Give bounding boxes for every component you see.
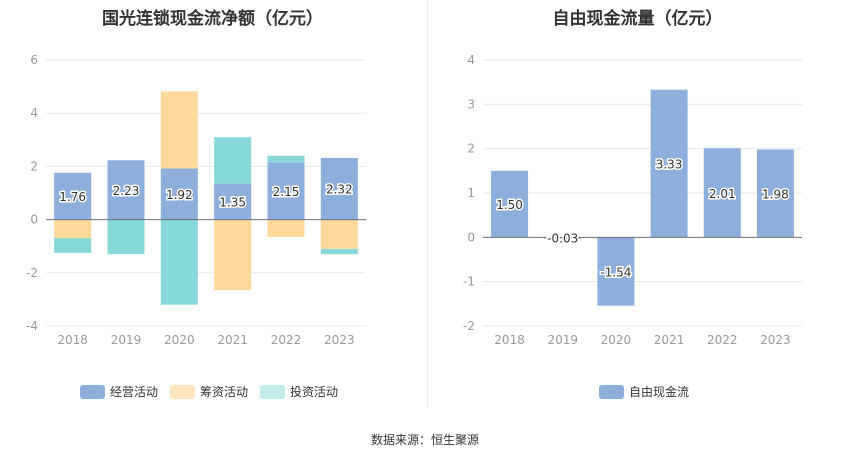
left-bar-0 xyxy=(214,183,252,220)
right-x-tick-label: 2018 xyxy=(494,333,525,347)
left-bar-0 xyxy=(267,162,305,220)
panel-divider xyxy=(427,0,428,408)
left-bar-0 xyxy=(320,157,358,220)
left-x-tick-label: 2023 xyxy=(324,333,355,347)
left-data-label: 2.15 xyxy=(273,185,300,199)
left-bar-2 xyxy=(160,219,198,305)
left-chart-legend: 经营活动 筹资活动 投资活动 xyxy=(80,383,350,400)
legend-item-free-cash-flow[interactable]: 自由现金流 xyxy=(599,383,689,400)
left-bar-1 xyxy=(267,219,305,237)
right-x-tick-label: 2022 xyxy=(707,333,738,347)
right-data-label: -1.54 xyxy=(600,265,631,279)
legend-label-operating: 经营活动 xyxy=(110,385,159,399)
legend-swatch-operating xyxy=(80,384,105,399)
right-y-tick-label: 3 xyxy=(467,97,475,111)
legend-item-investing[interactable]: 投资活动 xyxy=(260,383,338,400)
right-bar-0 xyxy=(756,149,794,238)
left-x-tick-label: 2019 xyxy=(111,333,142,347)
left-y-tick-label: 2 xyxy=(30,159,38,173)
left-y-tick-label: 4 xyxy=(30,106,38,120)
right-x-tick-label: 2023 xyxy=(760,333,791,347)
left-data-label: 1.35 xyxy=(219,196,246,210)
legend-label-investing: 投资活动 xyxy=(290,385,339,399)
left-bar-1 xyxy=(320,219,358,249)
legend-swatch-free-cash-flow xyxy=(599,384,624,399)
legend-label-free-cash-flow: 自由现金流 xyxy=(629,385,690,399)
left-bar-2 xyxy=(107,219,145,255)
right-x-tick-label: 2021 xyxy=(654,333,685,347)
left-x-tick-label: 2022 xyxy=(271,333,302,347)
left-x-tick-label: 2021 xyxy=(217,333,248,347)
left-bar-1 xyxy=(54,219,92,239)
right-data-label: 3.33 xyxy=(656,158,683,172)
right-bar-0 xyxy=(544,237,582,239)
right-y-tick-label: -2 xyxy=(463,319,475,333)
left-data-label: 2.32 xyxy=(326,183,353,197)
right-data-label: 2.01 xyxy=(709,187,736,201)
right-y-tick-label: -1 xyxy=(463,275,475,289)
right-x-tick-label: 2020 xyxy=(601,333,632,347)
legend-item-operating[interactable]: 经营活动 xyxy=(80,383,158,400)
left-bar-0 xyxy=(160,168,198,220)
left-y-tick-label: 6 xyxy=(30,53,38,67)
right-bar-0 xyxy=(650,89,688,238)
right-data-label: 1.98 xyxy=(762,187,789,201)
left-chart-title: 国光连锁现金流净额（亿元） xyxy=(102,9,323,29)
legend-item-financing[interactable]: 筹资活动 xyxy=(170,383,248,400)
data-source-note: 数据来源：恒生聚源 xyxy=(370,433,479,447)
right-bar-0 xyxy=(491,170,529,238)
right-y-tick-label: 0 xyxy=(467,230,475,244)
left-data-label: 1.76 xyxy=(59,190,86,204)
left-data-label: 1.92 xyxy=(166,188,193,202)
left-bar-0 xyxy=(107,160,145,220)
left-y-tick-label: -2 xyxy=(26,266,38,280)
left-y-tick-label: 0 xyxy=(30,213,38,227)
legend-swatch-financing xyxy=(170,384,196,399)
left-y-tick-label: -4 xyxy=(26,319,38,333)
left-bar-2 xyxy=(267,155,305,163)
legend-label-financing: 筹资活动 xyxy=(200,385,249,399)
right-chart-legend: 自由现金流 xyxy=(599,383,701,400)
right-data-label: 1.50 xyxy=(496,198,523,212)
left-x-tick-label: 2018 xyxy=(57,333,88,347)
left-bar-2 xyxy=(214,137,252,184)
right-x-tick-label: 2019 xyxy=(547,333,578,347)
right-y-tick-label: 4 xyxy=(467,53,475,67)
right-bar-0 xyxy=(703,148,741,238)
left-data-label: 2.23 xyxy=(113,184,140,198)
left-bar-2 xyxy=(320,248,358,255)
right-bar-0 xyxy=(597,237,635,306)
legend-swatch-investing xyxy=(260,384,286,399)
left-x-tick-label: 2020 xyxy=(164,333,195,347)
left-bar-0 xyxy=(54,172,92,220)
right-data-label: -0.03 xyxy=(547,231,578,245)
left-bar-2 xyxy=(54,238,92,253)
right-y-tick-label: 2 xyxy=(467,142,475,156)
right-chart-title: 自由现金流量（亿元） xyxy=(552,9,723,29)
left-bar-1 xyxy=(214,219,252,291)
right-y-tick-label: 1 xyxy=(467,186,475,200)
left-bar-1 xyxy=(160,91,198,169)
